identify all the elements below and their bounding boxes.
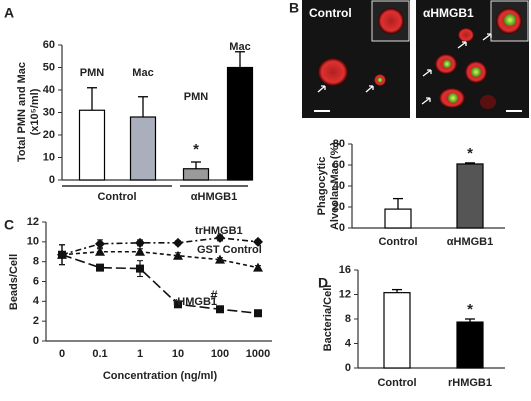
y-tick-label: 8 (33, 256, 39, 268)
bar (226, 66, 254, 181)
y-tick-label: 40 (333, 180, 345, 192)
point (96, 263, 104, 272)
bar (456, 321, 484, 369)
x-axis-label: Concentration (ng/ml) (103, 370, 218, 382)
bar (383, 292, 411, 369)
bar (456, 163, 484, 229)
significance-marker: # (210, 288, 218, 303)
x-tick-label: 1 (137, 348, 143, 360)
series-label: GST Control (197, 244, 262, 256)
x-tick-label: rHMGB1 (448, 377, 492, 389)
point (253, 262, 263, 272)
y-tick-label: 10 (43, 151, 55, 163)
y-tick-label: 0 (339, 222, 345, 234)
point (215, 254, 225, 264)
panel-letter: C (4, 217, 14, 233)
point (174, 300, 182, 309)
x-tick-label: 0.1 (92, 348, 107, 360)
point (254, 309, 262, 318)
significance-marker: * (193, 141, 199, 158)
bar-label: Mac (132, 67, 153, 79)
point (58, 250, 66, 259)
y-tick-label: 60 (333, 159, 345, 171)
y-tick-label: 20 (333, 201, 345, 213)
x-tick-label: 1000 (246, 348, 270, 360)
point (173, 237, 183, 248)
significance-marker: * (467, 301, 473, 318)
y-axis-label: Phagocytic (316, 157, 328, 216)
y-tick-label: 80 (333, 138, 345, 150)
series-line (61, 253, 259, 315)
point (253, 236, 263, 247)
panel-letter: B (289, 0, 299, 16)
point (173, 250, 183, 260)
y-tick-label: 0 (345, 362, 351, 374)
series-label: trHMGB1 (195, 225, 243, 237)
bar-label: Mac (229, 41, 250, 53)
y-axis-label: Beads/Cell (8, 254, 20, 310)
y-tick-label: 12 (339, 288, 351, 300)
y-tick-label: 4 (345, 337, 352, 349)
y-tick-label: 2 (33, 315, 39, 327)
significance-marker: * (467, 145, 473, 162)
micrograph-treated: αHMGB1 (416, 0, 529, 118)
x-tick-label: 100 (211, 348, 229, 360)
y-axis-label: Alveolar Mac (%) (329, 142, 341, 230)
y-tick-label: 50 (43, 61, 55, 73)
x-tick-label: 10 (172, 348, 184, 360)
point (95, 246, 105, 256)
point (215, 232, 225, 243)
point (136, 264, 144, 273)
point (95, 238, 105, 249)
y-axis-label: Bacteria/Cell (322, 285, 334, 352)
group-label: αHMGB1 (191, 191, 238, 203)
x-tick-label: Control (377, 377, 416, 389)
x-tick-label: αHMGB1 (447, 236, 494, 248)
bar (129, 116, 157, 181)
micrograph-label: Control (309, 6, 352, 20)
y-tick-label: 6 (33, 275, 39, 287)
bar (78, 109, 106, 181)
y-axis-label: (x10⁵/ml) (29, 88, 41, 135)
point (135, 246, 145, 256)
series-line (61, 250, 259, 269)
point (216, 305, 224, 314)
bar (384, 208, 412, 229)
micrograph-label: αHMGB1 (423, 6, 474, 20)
bar-label: PMN (80, 67, 105, 79)
panel-letter: A (4, 5, 14, 21)
y-tick-label: 40 (43, 84, 55, 96)
point (135, 237, 145, 248)
y-tick-label: 30 (43, 106, 55, 118)
x-tick-label: 0 (59, 348, 65, 360)
series-label: rHMGB1 (173, 296, 217, 308)
micrograph-control: Control (302, 0, 410, 118)
y-tick-label: 8 (345, 313, 351, 325)
y-axis-label: Total PMN and Mac (16, 62, 28, 162)
group-label: Control (97, 191, 136, 203)
y-tick-label: 10 (27, 236, 39, 248)
y-tick-label: 20 (43, 129, 55, 141)
y-tick-label: 0 (33, 335, 39, 347)
y-tick-label: 0 (49, 174, 55, 186)
x-tick-label: Control (378, 236, 417, 248)
bar (182, 168, 210, 181)
y-tick-label: 4 (33, 295, 40, 307)
panel-letter: D (318, 275, 328, 291)
y-tick-label: 60 (43, 39, 55, 51)
y-tick-label: 12 (27, 216, 39, 228)
bar-label: PMN (184, 91, 209, 103)
y-tick-label: 16 (339, 264, 351, 276)
series-line (61, 237, 259, 256)
